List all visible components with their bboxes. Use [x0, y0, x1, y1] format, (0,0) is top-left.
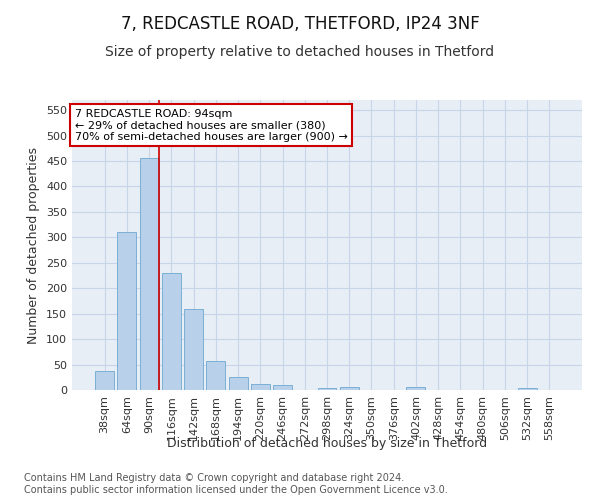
- Bar: [317, 388, 337, 390]
- Bar: [118, 232, 136, 390]
- Bar: [140, 158, 158, 390]
- Bar: [251, 384, 270, 390]
- Bar: [229, 378, 248, 390]
- Bar: [340, 388, 359, 390]
- Bar: [206, 361, 225, 390]
- Bar: [184, 308, 203, 390]
- Bar: [95, 370, 114, 390]
- Y-axis label: Number of detached properties: Number of detached properties: [28, 146, 40, 344]
- Text: Distribution of detached houses by size in Thetford: Distribution of detached houses by size …: [167, 438, 487, 450]
- Text: Contains HM Land Registry data © Crown copyright and database right 2024.
Contai: Contains HM Land Registry data © Crown c…: [24, 474, 448, 495]
- Bar: [273, 385, 292, 390]
- Text: Size of property relative to detached houses in Thetford: Size of property relative to detached ho…: [106, 45, 494, 59]
- Bar: [518, 388, 536, 390]
- Text: 7 REDCASTLE ROAD: 94sqm
← 29% of detached houses are smaller (380)
70% of semi-d: 7 REDCASTLE ROAD: 94sqm ← 29% of detache…: [74, 108, 347, 142]
- Bar: [406, 388, 425, 390]
- Text: 7, REDCASTLE ROAD, THETFORD, IP24 3NF: 7, REDCASTLE ROAD, THETFORD, IP24 3NF: [121, 15, 479, 33]
- Bar: [162, 273, 181, 390]
